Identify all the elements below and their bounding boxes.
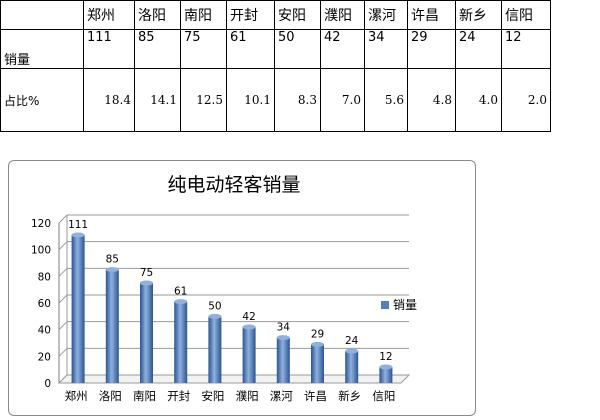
data-label: 12	[379, 351, 392, 363]
city-header-cell: 安阳	[274, 0, 321, 30]
bar-cap	[311, 341, 324, 347]
sales-cell: 50	[274, 29, 321, 69]
x-tick-label: 许昌	[304, 389, 327, 403]
city-header-cell: 新乡	[455, 0, 502, 30]
sales-row: 销量 111 85 75 61 50 42 34 29 24 12	[0, 29, 551, 69]
y-tick-label: 40	[38, 325, 51, 337]
bar	[71, 235, 85, 383]
y-tick-label: 0	[44, 378, 51, 390]
data-label: 42	[242, 311, 255, 323]
share-cell: 8.3	[274, 68, 321, 132]
y-tick-label: 100	[31, 245, 51, 257]
sales-cell: 85	[134, 29, 181, 69]
bar	[208, 316, 222, 383]
data-label: 75	[140, 267, 153, 279]
sales-cell: 42	[320, 29, 365, 69]
sales-cell: 61	[226, 29, 275, 69]
share-cell: 2.0	[501, 68, 551, 132]
share-cell: 4.8	[407, 68, 456, 132]
gridline-diagonal	[58, 294, 68, 304]
x-tick-label: 郑州	[65, 389, 88, 403]
bar	[105, 269, 119, 383]
x-tick-label: 南阳	[133, 389, 156, 403]
share-row: 占比% 18.4 14.1 12.5 10.1 8.3 7.0 5.6 4.8 …	[0, 68, 551, 132]
share-row-label: 占比%	[0, 68, 84, 132]
city-header-cell: 信阳	[501, 0, 551, 30]
bar-cap	[208, 313, 222, 319]
city-header-cell: 开封	[226, 0, 275, 30]
bar-cap	[105, 267, 119, 273]
x-tick-label: 漯河	[270, 389, 293, 403]
data-label: 50	[208, 300, 221, 312]
city-header-cell: 郑州	[83, 0, 135, 30]
sales-cell: 24	[455, 29, 502, 69]
bar	[379, 367, 393, 383]
x-tick-label: 濮阳	[236, 389, 259, 403]
share-cell: 7.0	[320, 68, 365, 132]
legend-swatch	[381, 301, 389, 309]
y-tick-label: 120	[31, 218, 51, 230]
bar-cap	[71, 232, 85, 238]
bar-cap	[242, 324, 256, 330]
x-tick-label: 开封	[167, 389, 190, 403]
city-header-row: 郑州 洛阳 南阳 开封 安阳 濮阳 漯河 许昌 新乡 信阳	[0, 0, 551, 30]
sales-cell: 111	[83, 29, 135, 69]
bar	[311, 344, 324, 383]
bar	[140, 283, 153, 383]
bar-cap	[140, 280, 153, 286]
gridline-diagonal	[58, 321, 68, 331]
sales-cell: 34	[364, 29, 408, 69]
data-label: 111	[68, 219, 88, 231]
share-cell: 4.0	[455, 68, 502, 132]
bar-cap	[379, 364, 393, 370]
x-tick-label: 安阳	[201, 389, 224, 403]
sales-cell: 75	[180, 29, 227, 69]
share-cell: 10.1	[226, 68, 275, 132]
gridline-diagonal	[58, 267, 68, 277]
city-header-cell: 漯河	[364, 0, 408, 30]
sales-cell: 29	[407, 29, 456, 69]
y-tick-label: 80	[38, 271, 51, 283]
bar	[174, 301, 188, 383]
chart-title: 纯电动轻客销量	[167, 174, 300, 196]
city-header-cell: 许昌	[407, 0, 456, 30]
bar	[242, 327, 256, 383]
data-label: 29	[311, 328, 324, 340]
x-tick-label: 信阳	[372, 389, 395, 403]
gridline-diagonal	[58, 214, 68, 224]
bar-cap	[276, 335, 290, 341]
bar	[345, 351, 359, 383]
data-table: 郑州 洛阳 南阳 开封 安阳 濮阳 漯河 许昌 新乡 信阳 销量 111 85 …	[0, 0, 551, 132]
legend-label: 销量	[393, 298, 417, 312]
bar-cap	[345, 348, 359, 354]
share-cell: 5.6	[364, 68, 408, 132]
gridline-diagonal	[58, 241, 68, 251]
x-tick-label: 洛阳	[99, 389, 122, 403]
y-tick-label: 60	[38, 298, 51, 310]
x-tick-label: 新乡	[338, 389, 361, 403]
share-cell: 12.5	[180, 68, 227, 132]
data-label: 85	[106, 254, 119, 266]
sales-row-label: 销量	[0, 29, 84, 69]
bar-cap	[174, 299, 188, 305]
city-header-cell: 濮阳	[320, 0, 365, 30]
corner-cell	[0, 0, 84, 30]
share-cell: 14.1	[134, 68, 181, 132]
share-cell: 18.4	[83, 68, 135, 132]
sales-cell: 12	[501, 29, 551, 69]
city-header-cell: 南阳	[180, 0, 227, 30]
data-label: 24	[345, 335, 359, 347]
data-label: 34	[277, 322, 291, 334]
bar-chart: 纯电动轻客销量 0 20 40 60 80 100 120 111 郑州 85 洛阳 75 南阳 61 开封…	[31, 174, 417, 403]
gridline-diagonal	[58, 347, 68, 357]
bar	[276, 337, 290, 383]
legend: 销量	[381, 298, 417, 312]
city-header-cell: 洛阳	[134, 0, 181, 30]
data-label: 61	[174, 286, 187, 298]
chart-container: 纯电动轻客销量 0 20 40 60 80 100 120 111 郑州 85 洛阳 75 南阳 61 开封…	[8, 160, 476, 416]
y-tick-label: 20	[38, 351, 51, 363]
